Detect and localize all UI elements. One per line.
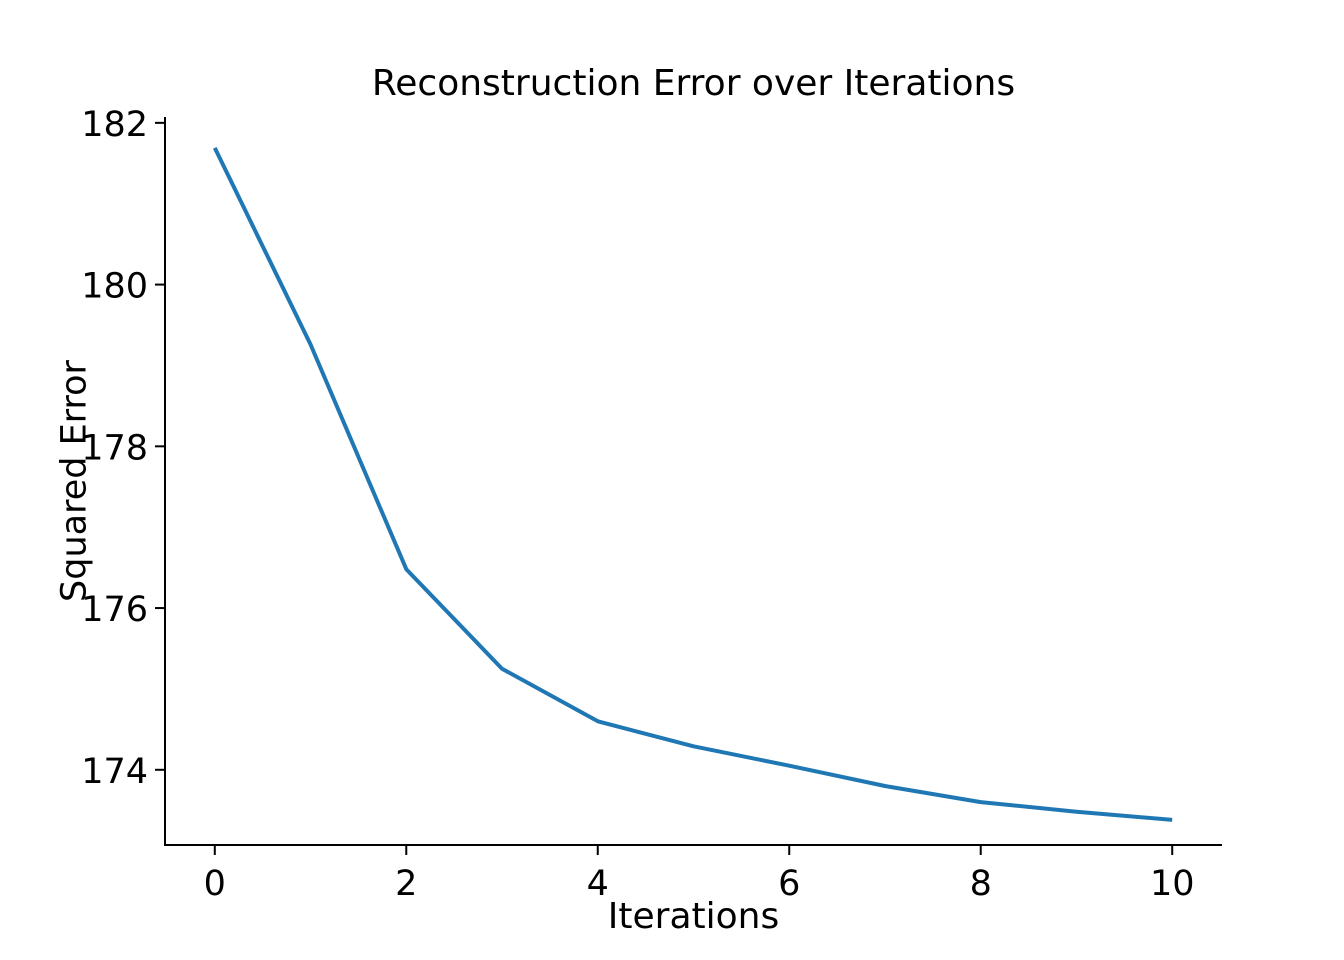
x-tick-label: 4 xyxy=(587,864,609,904)
x-tick-label: 2 xyxy=(395,864,417,904)
x-tick-label: 8 xyxy=(970,864,992,904)
series-line-squared-error xyxy=(213,147,1173,822)
x-axis-label: Iterations xyxy=(607,896,780,937)
x-tick-label: 6 xyxy=(778,864,800,904)
y-tick-label: 180 xyxy=(81,267,148,307)
x-tick-label: 0 xyxy=(204,864,226,904)
y-tick-label: 174 xyxy=(81,752,148,792)
y-tick-label: 178 xyxy=(81,428,148,468)
chart-title: Reconstruction Error over Iterations xyxy=(371,63,1016,104)
y-tick-label: 182 xyxy=(81,105,148,145)
y-tick-label: 176 xyxy=(81,590,148,630)
x-tick-label: 10 xyxy=(1150,864,1195,904)
